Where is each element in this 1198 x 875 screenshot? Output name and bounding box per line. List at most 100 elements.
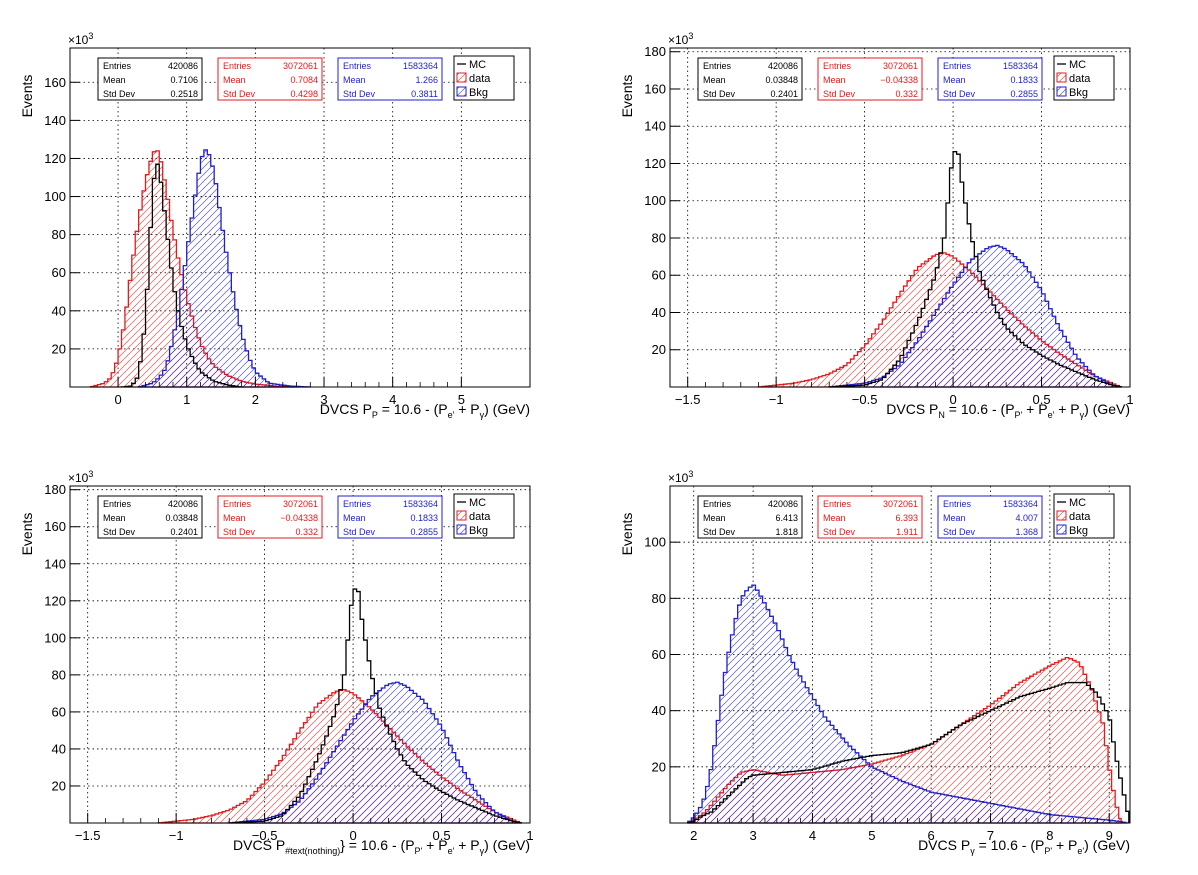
legend: MC data Bkg — [1053, 55, 1115, 101]
x-tick-label: 0 — [949, 392, 956, 407]
stats-label-mean: Mean — [703, 513, 726, 523]
legend-swatch-data — [456, 510, 467, 521]
legend-label-mc: MC — [469, 497, 486, 509]
stats-value-std: 0.2401 — [170, 527, 198, 537]
histogram-mc — [687, 681, 1130, 824]
y-tick-label: 100 — [644, 535, 666, 550]
y-tick-label: 120 — [44, 593, 66, 608]
histograms — [157, 588, 522, 824]
y-tick-label: 60 — [652, 647, 666, 662]
stats-box-bkg: Entries 1583364 Mean 0.1833 Std Dev 0.2855 — [937, 57, 1043, 101]
stats-label-std: Std Dev — [223, 527, 256, 537]
stats-value-entries: 420086 — [168, 499, 198, 509]
stats-label-entries: Entries — [343, 499, 372, 509]
y-tick-label: 100 — [644, 193, 666, 208]
histogram-mc — [228, 588, 522, 824]
stats-box-bkg: Entries 1583364 Mean 4.007 Std Dev 1.368 — [937, 495, 1043, 539]
y-axis-title: Events — [619, 513, 635, 556]
stats-label-entries: Entries — [223, 61, 252, 71]
stats-label-std: Std Dev — [703, 89, 736, 99]
stats-label-entries: Entries — [103, 499, 132, 509]
plot-frame — [69, 47, 531, 388]
stats-label-mean: Mean — [103, 75, 126, 85]
x-tick-label: −0.5 — [852, 392, 878, 407]
y-tick-label: 60 — [52, 704, 66, 719]
y-tick-label: 160 — [644, 81, 666, 96]
x-tick-label: 5 — [868, 828, 875, 843]
y-axis: 20 40 60 80 100 — [644, 535, 680, 774]
x-tick-label: 1 — [526, 828, 533, 843]
stats-box-mc: Entries 420086 Mean 6.413 Std Dev 1.818 — [697, 495, 803, 539]
y-axis-title: Events — [19, 513, 35, 556]
x-axis: 0 1 2 3 4 5 — [114, 377, 465, 407]
stats-value-mean: 6.413 — [775, 513, 798, 523]
y-tick-label: 180 — [44, 482, 66, 497]
y-exponent: ×103 — [68, 31, 93, 47]
y-exponent: ×103 — [668, 469, 693, 485]
y-tick-label: 80 — [52, 227, 66, 242]
stats-label-std: Std Dev — [703, 527, 736, 537]
stats-label-mean: Mean — [343, 75, 366, 85]
stats-label-mean: Mean — [223, 513, 246, 523]
stats-value-entries: 1583364 — [403, 61, 438, 71]
y-tick-label: 140 — [44, 113, 66, 128]
legend-swatch-data — [456, 72, 467, 83]
stats-value-mean: 0.7106 — [170, 75, 198, 85]
y-tick-label: 140 — [644, 119, 666, 134]
stats-value-std: 1.368 — [1015, 527, 1038, 537]
legend-swatch-bkg — [456, 86, 467, 97]
y-axis: 20 40 60 80 100 120 140 160 180 — [644, 44, 680, 357]
stats-box-data: Entries 3072061 Mean −0.04338 Std Dev 0.332 — [217, 495, 323, 539]
stats-box-frame — [217, 57, 323, 101]
x-axis-title: DVCS PP = 10.6 - (Pe' + Pγ) (GeV) — [320, 401, 530, 420]
y-exponent: ×103 — [668, 31, 693, 47]
y-tick-label: 20 — [52, 341, 66, 356]
histogram-panel-proton-momentum: 0 1 2 3 4 5 20 40 60 80 100 120 140 160 ×103 Events DVCS… — [19, 31, 531, 420]
stats-value-std: 0.2855 — [1010, 89, 1038, 99]
stats-label-std: Std Dev — [343, 89, 376, 99]
x-tick-label: 0 — [114, 392, 121, 407]
stats-value-mean: 0.03848 — [165, 513, 198, 523]
stats-value-entries: 420086 — [768, 61, 798, 71]
stats-value-mean: −0.04338 — [880, 75, 918, 85]
x-tick-label: 1 — [183, 392, 190, 407]
y-tick-label: 20 — [652, 342, 666, 357]
stats-box-frame — [817, 57, 923, 101]
y-tick-label: 40 — [52, 741, 66, 756]
stats-label-entries: Entries — [823, 61, 852, 71]
stats-label-entries: Entries — [943, 499, 972, 509]
stats-label-mean: Mean — [703, 75, 726, 85]
legend-label-bkg: Bkg — [469, 525, 488, 537]
legend-swatch-data — [1056, 72, 1067, 83]
stats-box-frame — [217, 495, 323, 539]
x-axis: 2 3 4 5 6 7 8 9 — [690, 813, 1113, 843]
legend-label-data: data — [1069, 511, 1091, 523]
stats-label-std: Std Dev — [943, 89, 976, 99]
x-tick-label: 4 — [389, 392, 396, 407]
x-tick-label: 0.5 — [1032, 392, 1050, 407]
legend-swatch-bkg — [456, 524, 467, 535]
y-tick-label: 120 — [644, 156, 666, 171]
y-axis: 20 40 60 80 100 120 140 160 180 — [44, 482, 80, 793]
legend-label-mc: MC — [1069, 497, 1086, 509]
stats-value-std: 1.818 — [775, 527, 798, 537]
stats-box-frame — [937, 57, 1043, 101]
y-axis-title: Events — [19, 75, 35, 118]
x-tick-label: −1 — [169, 828, 184, 843]
legend: MC data Bkg — [453, 493, 515, 539]
x-tick-label: 3 — [749, 828, 756, 843]
stats-value-mean: 1.266 — [415, 75, 438, 85]
y-tick-label: 80 — [652, 591, 666, 606]
legend-label-data: data — [469, 511, 491, 523]
stats-value-mean: 0.03848 — [765, 75, 798, 85]
stats-box-frame — [97, 57, 203, 101]
stats-label-entries: Entries — [943, 61, 972, 71]
stats-value-entries: 420086 — [168, 61, 198, 71]
x-axis-title: DVCS PN = 10.6 - (PP' + Pe' + Pγ) (GeV) — [886, 401, 1130, 420]
stats-box-bkg: Entries 1583364 Mean 1.266 Std Dev 0.3811 — [337, 57, 443, 101]
stats-value-entries: 3072061 — [883, 499, 918, 509]
stats-label-entries: Entries — [823, 499, 852, 509]
x-tick-label: 9 — [1106, 828, 1113, 843]
stats-label-mean: Mean — [343, 513, 366, 523]
